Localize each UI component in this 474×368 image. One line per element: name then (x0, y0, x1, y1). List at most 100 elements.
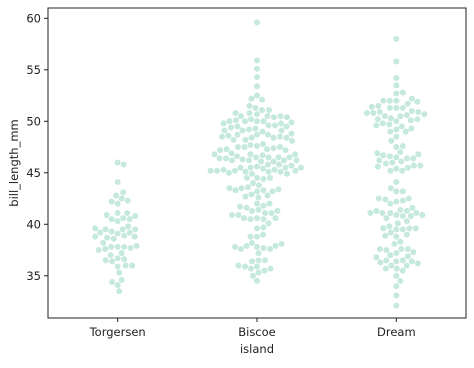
point (114, 209, 121, 216)
y-tick-label: 40 (26, 217, 41, 231)
point (382, 160, 389, 167)
point (260, 140, 266, 147)
point (114, 200, 121, 207)
point (254, 65, 260, 72)
point (383, 247, 390, 254)
point (264, 146, 270, 153)
point (393, 118, 400, 125)
point (293, 157, 300, 164)
point (255, 257, 262, 264)
point (403, 207, 410, 214)
point (118, 250, 125, 257)
point (393, 165, 400, 172)
point (261, 267, 268, 274)
point (119, 226, 126, 233)
point (95, 247, 102, 254)
point (374, 163, 381, 170)
point (415, 109, 422, 116)
point (104, 234, 111, 241)
point (393, 258, 400, 265)
point (107, 252, 114, 259)
point (387, 229, 394, 236)
point (116, 269, 123, 276)
y-tick-label: 50 (26, 114, 41, 128)
plot-frame (47, 7, 467, 319)
point (114, 218, 121, 225)
point (408, 258, 415, 265)
point (270, 145, 277, 152)
point (404, 100, 411, 107)
point (220, 120, 227, 127)
point (235, 262, 242, 269)
point (363, 110, 370, 117)
point (410, 249, 417, 256)
point (275, 186, 282, 193)
point (398, 245, 405, 252)
point (92, 225, 99, 232)
point (114, 263, 121, 270)
point (232, 187, 239, 194)
point (393, 58, 400, 65)
point (114, 243, 121, 250)
point (243, 242, 250, 249)
point (404, 245, 411, 252)
point (254, 174, 260, 181)
point (408, 107, 415, 114)
point (288, 119, 295, 126)
point (108, 198, 115, 205)
point (239, 156, 246, 163)
point (249, 170, 255, 177)
point (387, 115, 394, 122)
point (410, 162, 417, 169)
point (260, 165, 266, 172)
point (266, 106, 272, 113)
point (383, 257, 390, 264)
point (288, 130, 295, 137)
point (391, 240, 398, 247)
point (226, 169, 232, 176)
point (271, 166, 278, 173)
point (277, 113, 284, 120)
point (367, 209, 374, 216)
point (234, 153, 240, 160)
point (235, 212, 242, 219)
point (114, 159, 121, 166)
point (113, 192, 120, 199)
point (393, 226, 400, 233)
point (260, 231, 266, 238)
point (235, 144, 241, 151)
point (126, 216, 133, 223)
point (373, 122, 380, 129)
point (421, 111, 428, 118)
point (260, 244, 267, 251)
point (399, 226, 406, 233)
point (254, 263, 260, 270)
point (399, 257, 406, 264)
point (124, 197, 131, 204)
point (260, 202, 267, 209)
point (258, 158, 264, 165)
point (254, 111, 260, 118)
point (246, 102, 253, 109)
point (250, 272, 256, 279)
point (403, 155, 410, 162)
point (116, 288, 123, 295)
point (387, 209, 394, 216)
point (272, 122, 278, 129)
x-tick-label: Torgersen (89, 325, 146, 339)
point (102, 257, 109, 264)
point (243, 204, 250, 211)
x-tick-label: Dream (377, 325, 416, 339)
point (277, 168, 284, 175)
point (121, 256, 128, 263)
point (238, 185, 245, 192)
point (386, 153, 393, 160)
point (121, 232, 128, 239)
point (248, 134, 255, 141)
point (382, 196, 389, 203)
point (254, 74, 260, 81)
point (229, 157, 235, 164)
point (266, 200, 273, 207)
point (225, 132, 232, 139)
